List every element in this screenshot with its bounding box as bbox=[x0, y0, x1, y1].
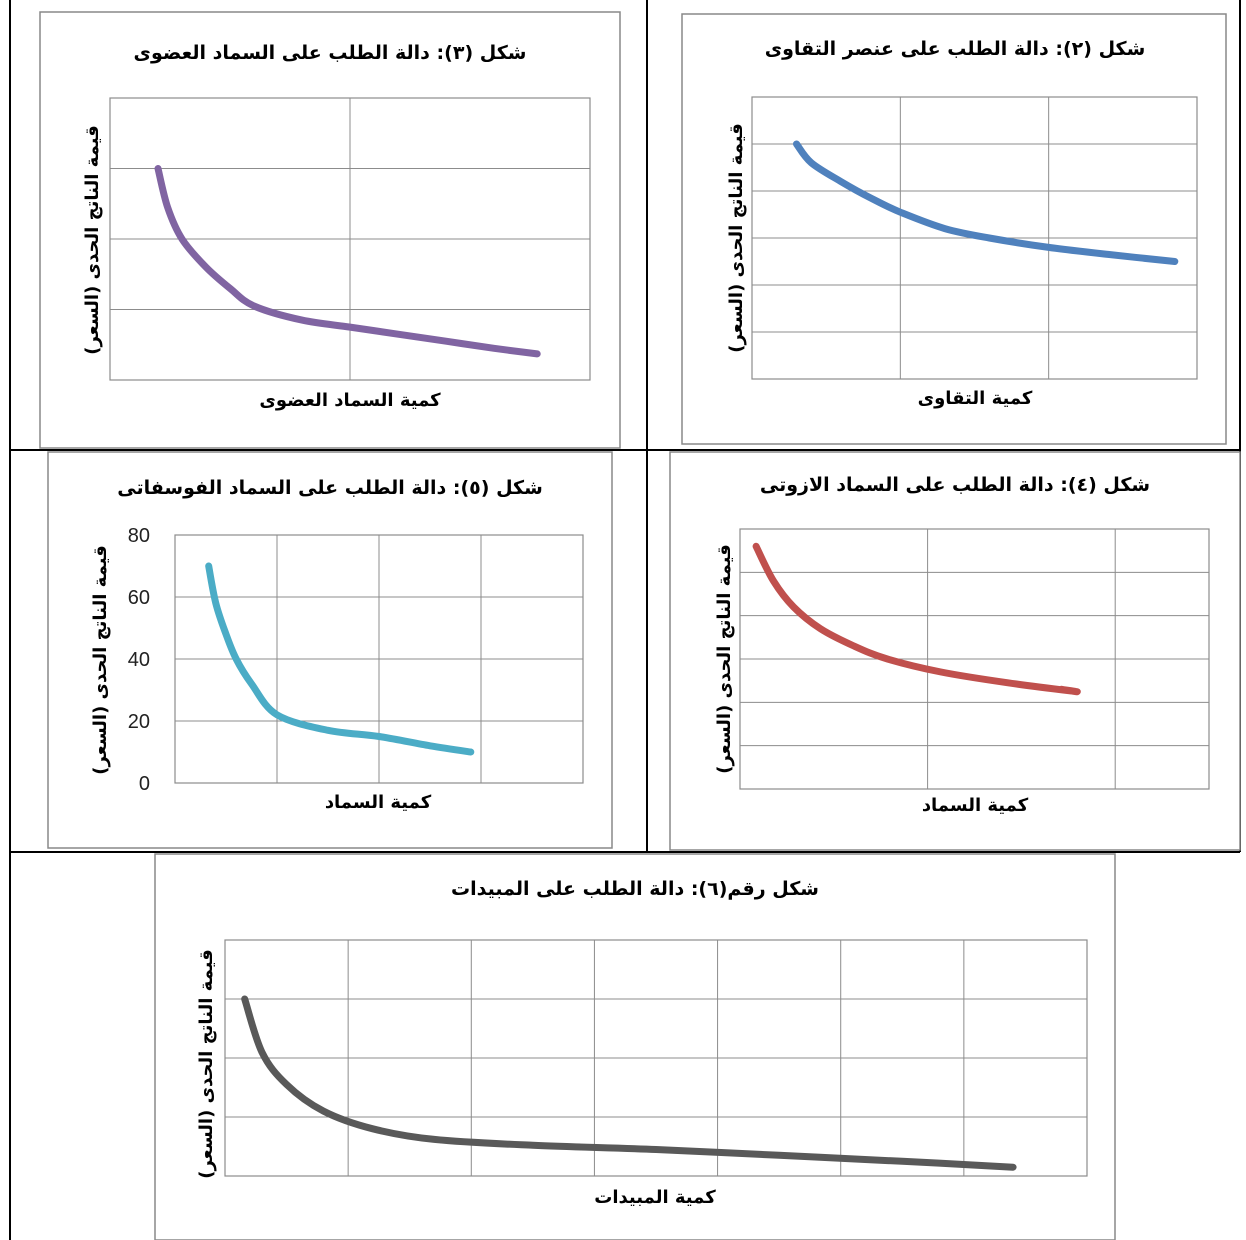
y-tick-label: 40 bbox=[128, 649, 150, 671]
demand-curve-line bbox=[752, 542, 1081, 696]
chart-title: شكل (٢): دالة الطلب على عنصر التقاوى bbox=[765, 38, 1146, 60]
y-axis-label: قيمة الناتج الحدى (السعر) bbox=[714, 544, 735, 774]
chart-frame bbox=[39, 11, 621, 449]
chart-title: شكل (٤): دالة الطلب على السماد الازوتى bbox=[760, 474, 1150, 496]
x-axis-label: كمية السماد العضوى bbox=[259, 390, 441, 411]
chart-title: شكل (٣): دالة الطلب على السماد العضوى bbox=[134, 42, 527, 64]
y-axis-label: قيمة الناتج الحدى (السعر) bbox=[726, 123, 747, 353]
chart-fig5: شكل (٥): دالة الطلب على السماد الفوسفاتى… bbox=[47, 451, 613, 849]
chart-title: شكل رقم(٦): دالة الطلب على المبيدات bbox=[451, 878, 819, 900]
x-axis-label: كمية السماد bbox=[325, 792, 432, 813]
demand-curve-line bbox=[154, 165, 541, 358]
demand-curve-line bbox=[241, 995, 1017, 1171]
y-axis-label: قيمة الناتج الحدى (السعر) bbox=[90, 545, 111, 775]
y-tick-label: 20 bbox=[128, 711, 150, 733]
chart-fig4: شكل (٤): دالة الطلب على السماد الازوتى ك… bbox=[669, 451, 1241, 851]
y-tick-label: 80 bbox=[128, 525, 150, 547]
y-tick-label: 0 bbox=[139, 773, 150, 795]
chart-frame bbox=[47, 451, 613, 849]
demand-curve-line bbox=[205, 562, 475, 756]
y-axis-label: قيمة الناتج الحدى (السعر) bbox=[196, 949, 217, 1179]
y-axis-label: قيمة الناتج الحدى (السعر) bbox=[82, 125, 103, 355]
x-axis-label: كمية السماد bbox=[922, 795, 1029, 816]
chart-fig2: شكل (٢): دالة الطلب على عنصر التقاوى كمي… bbox=[681, 13, 1227, 445]
table-borders bbox=[9, 0, 1241, 1240]
demand-curve-line bbox=[793, 140, 1179, 265]
chart-title: شكل (٥): دالة الطلب على السماد الفوسفاتى bbox=[117, 477, 543, 499]
chart-fig3: شكل (٣): دالة الطلب على السماد العضوى كم… bbox=[39, 11, 621, 449]
chart-fig6: شكل رقم(٦): دالة الطلب على المبيدات كمية… bbox=[154, 853, 1116, 1240]
x-axis-label: كمية المبيدات bbox=[594, 1187, 716, 1208]
chart-frame bbox=[154, 853, 1116, 1240]
chart-frame bbox=[669, 451, 1241, 851]
y-tick-label: 60 bbox=[128, 587, 150, 609]
x-axis-label: كمية التقاوى bbox=[918, 388, 1033, 409]
